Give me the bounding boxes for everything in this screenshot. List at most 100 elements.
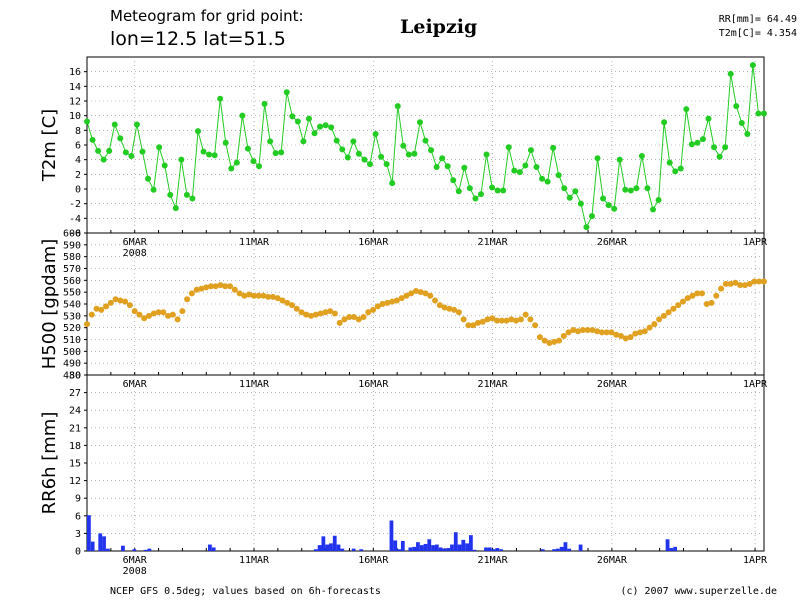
h500-point: [293, 305, 300, 312]
rr6h-bar: [332, 535, 337, 551]
h500-point: [403, 292, 410, 299]
h500-point: [455, 309, 462, 316]
y-tick-label: 490: [63, 359, 81, 370]
footer-copyright: (c) 2007 www.superzelle.de: [620, 586, 777, 597]
h500-point: [379, 301, 386, 307]
rr6h-bar: [147, 548, 152, 551]
h500-point: [699, 290, 706, 297]
rr6h-bar: [446, 548, 451, 551]
t2m-point: [411, 150, 418, 157]
h500-point: [312, 311, 319, 318]
rr6h-bar: [408, 547, 413, 551]
h500-point: [231, 286, 238, 293]
rr6h-bar: [484, 547, 488, 551]
h500-point: [327, 308, 334, 315]
rr6h-bar: [427, 539, 432, 551]
h500-point: [250, 292, 257, 299]
t2m-point: [666, 159, 673, 166]
h500-point: [494, 317, 501, 324]
footer-source: NCEP GFS 0.5deg; values based on 6h-fore…: [110, 586, 381, 597]
h500-point: [236, 290, 243, 297]
h500-point: [370, 306, 377, 313]
x-tick-label: 11MAR: [239, 237, 270, 248]
h500-point: [761, 278, 767, 285]
t2m-point: [133, 121, 140, 128]
y-tick-label: 4: [75, 155, 81, 166]
h500-point: [570, 327, 577, 334]
h500-point: [255, 292, 262, 299]
h500-point: [546, 340, 553, 347]
t2m-point: [483, 151, 490, 158]
t2m-point: [566, 194, 573, 201]
t2m-point: [555, 172, 562, 179]
t2m-point: [178, 156, 185, 163]
t2m-point: [217, 95, 224, 102]
h500-point: [551, 338, 558, 345]
t2m-point: [561, 185, 568, 192]
h500-point: [241, 292, 248, 299]
h500-point: [169, 311, 176, 318]
t2m-point: [372, 131, 379, 137]
t2m-point: [694, 139, 701, 146]
rr6h-bar: [121, 545, 125, 551]
t2m-point: [749, 62, 756, 69]
t2m-point: [644, 185, 651, 192]
h500-point: [513, 317, 520, 324]
y-tick-label: 500: [63, 347, 81, 358]
h500-point: [84, 321, 90, 328]
h500-point: [398, 295, 405, 302]
t2m-point: [256, 163, 263, 170]
x-tick-label: 26MAR: [597, 379, 628, 390]
h500-point: [289, 302, 296, 309]
h500-point: [412, 287, 419, 294]
h500-point: [279, 297, 286, 304]
h500-point: [336, 319, 343, 326]
t2m-point: [627, 187, 634, 194]
x-tick-label: 6MAR: [123, 555, 148, 566]
t2m-point: [189, 195, 196, 202]
h500-point: [713, 292, 720, 299]
h500-point: [465, 322, 472, 329]
t2m-point: [389, 180, 396, 187]
x-tick-label: 1APR: [743, 379, 768, 390]
rr6h-bar: [578, 544, 583, 551]
t2m-point: [150, 186, 157, 193]
h500-point: [722, 280, 729, 287]
h500-point: [703, 301, 710, 307]
h500-point: [541, 337, 548, 344]
t2m-point: [333, 137, 340, 144]
t2m-point: [367, 161, 374, 168]
y-tick-label: 3: [75, 529, 81, 540]
t2m-point: [605, 202, 612, 209]
h500-point: [579, 327, 586, 334]
rr6h-bar: [450, 544, 454, 551]
t2m-point: [394, 103, 401, 110]
h500-point: [269, 293, 276, 300]
h500-point: [508, 316, 515, 323]
x-tick-label: 21MAR: [478, 379, 509, 390]
h500-point: [188, 290, 195, 297]
plot-frame: [86, 232, 765, 376]
y-tick-label: -2: [69, 199, 81, 210]
t2m-point: [206, 151, 213, 158]
h500-point: [565, 329, 572, 336]
t2m-point: [761, 110, 767, 117]
h500-point: [660, 312, 667, 319]
rr6h-bar: [453, 532, 458, 551]
t2m-point: [89, 136, 96, 143]
y-tick-label: 0: [75, 185, 81, 196]
h500-point: [112, 296, 119, 303]
t2m-point: [699, 136, 706, 143]
h500-point: [498, 317, 505, 324]
h500-point: [179, 308, 186, 315]
t2m-point: [405, 151, 412, 158]
t2m-point: [622, 186, 629, 193]
t2m-point: [472, 195, 479, 202]
t2m-point: [200, 148, 207, 155]
rr6h-bar: [567, 548, 572, 551]
y-tick-label: -6: [69, 229, 81, 240]
rr6h-bar: [487, 547, 492, 551]
t2m-point: [577, 200, 584, 207]
y-tick-label: 600: [63, 229, 81, 240]
